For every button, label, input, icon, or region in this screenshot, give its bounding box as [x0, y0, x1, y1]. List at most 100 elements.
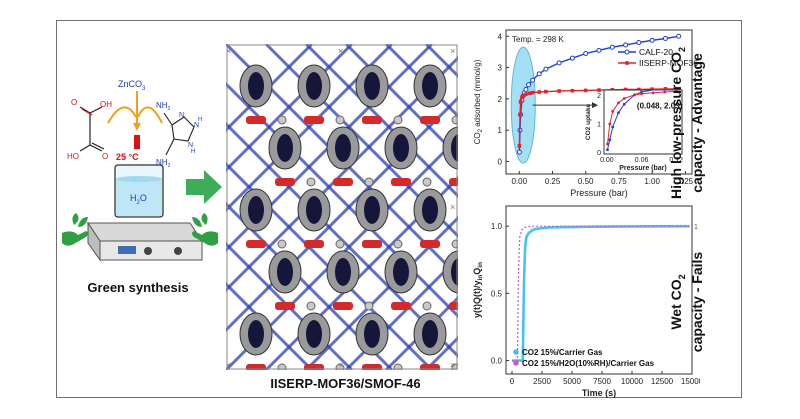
nh2-bottom-label: NH2 [156, 158, 171, 169]
zinc-node [306, 177, 316, 187]
inset-series-line-1 [607, 90, 677, 145]
oxalate-unit [391, 302, 411, 310]
pore-channel [422, 196, 438, 224]
lattice-corner-marker: × [450, 202, 455, 212]
data-point [637, 87, 641, 92]
pore-channel [393, 258, 409, 286]
zinc-node [422, 177, 432, 187]
zinc-node [393, 115, 403, 125]
x-tick-label: 0.25 [545, 177, 561, 186]
zinc-node [364, 301, 374, 311]
data-point [557, 89, 561, 93]
data-point [543, 66, 549, 72]
zinc-node [393, 239, 403, 249]
pore-channel [277, 134, 293, 162]
mof-crystal-structure: × × × × × × × × [226, 44, 458, 370]
inset-data-point [651, 91, 655, 95]
legend-label-1: CO2 15%/H2O(10%RH)/Carrier Gas [522, 359, 655, 368]
plot-area [505, 205, 693, 375]
pore-channel [248, 196, 264, 224]
y-axis-label: CO2 adsorbed (mmol/g) [473, 59, 484, 144]
y-tick-label: 0.5 [491, 289, 503, 298]
wet-co2-fails-label: Wet CO2 capacity - Fails [668, 251, 705, 353]
o-top-label: O [71, 98, 77, 107]
lattice-corner-marker: × [450, 46, 455, 56]
data-point [623, 42, 629, 48]
inset-data-point [674, 90, 678, 93]
co2-isotherm-chart: 0.00 0.25 0.50 0.75 1.00 1.25 0 1 2 3 4 Pressure (b… [473, 29, 698, 198]
data-point [623, 87, 628, 92]
oxalate-unit [246, 116, 266, 124]
lattice-strut [304, 215, 458, 370]
data-point [523, 86, 529, 92]
data-point [528, 91, 532, 96]
inset-y-axis-label: CO2 uptake [585, 104, 592, 141]
synthesis-illustration: OH O HO O ZnCO3 NH2 NH2 N N N H H 25 °C … [62, 79, 218, 262]
oxalate-unit [362, 240, 382, 248]
x-axis-label: Time (s) [582, 388, 616, 398]
data-point [570, 88, 575, 93]
pore-channel [422, 320, 438, 348]
legend-marker-1 [625, 61, 629, 65]
green-synthesis-label: Green synthesis [87, 280, 189, 295]
data-point [676, 87, 681, 91]
y-tick-label: 0.0 [491, 357, 503, 366]
data-point [537, 90, 542, 94]
inset-x-tick-label: 0.00 [600, 157, 614, 164]
oxalate-unit [420, 240, 440, 248]
low-pressure-advantage-label: High low-pressure CO2 capacity - Advanta… [668, 46, 705, 200]
aminotetrazole-molecule [163, 112, 195, 156]
ring-n1-label: N [179, 112, 184, 119]
data-point [676, 33, 682, 39]
pore-channel [335, 134, 351, 162]
data-point [597, 88, 601, 92]
data-point [609, 44, 615, 50]
zinc-node [335, 239, 345, 249]
data-point [536, 71, 542, 77]
pore-channel [451, 258, 458, 286]
data-point [521, 93, 526, 98]
pore-channel [364, 196, 380, 224]
y-tick-label: 0 [498, 157, 503, 166]
series-line-0 [512, 224, 690, 362]
pore-channel [364, 72, 380, 100]
legend-marker-1 [513, 360, 519, 366]
series-line-1 [512, 225, 690, 362]
inset-x-tick-label: 0.06 [635, 157, 649, 164]
temperature-annotation: Temp. = 298 K [512, 35, 564, 44]
inset-area [603, 89, 683, 155]
y-axis-label-part: CO [473, 132, 482, 144]
data-point [530, 90, 535, 95]
x-tick-label: 0.50 [578, 177, 594, 186]
inset-data-point [622, 97, 626, 100]
y-axis-label-sub: 2 [478, 128, 484, 132]
inset-arrow-head-icon [592, 102, 598, 109]
x-tick-label: 1.00 [644, 177, 660, 186]
lattice-corner-marker: × [226, 46, 231, 56]
y-tick-label: 4 [498, 32, 503, 41]
y-axis-label-part: y(t)Q(t)/y [472, 281, 482, 319]
y-axis-label-part: Q [472, 268, 482, 275]
mof-structure-label: IISERP-MOF36/SMOF-46 [270, 376, 421, 391]
pore-channel [277, 258, 293, 286]
legend-marker-0 [624, 49, 630, 55]
pore-channel [451, 134, 458, 162]
lattice-strut [226, 44, 394, 213]
ring-h2-label: H [191, 149, 195, 155]
data-point [516, 149, 522, 155]
data-point [526, 82, 532, 88]
oxalate-unit [333, 178, 353, 186]
data-point [569, 55, 575, 61]
lattice-corner-marker: × [338, 46, 343, 56]
oxalate-unit [246, 240, 266, 248]
inset-series-line-0 [607, 89, 677, 150]
data-point [517, 144, 522, 148]
inset-data-point [611, 125, 615, 129]
inset-data-point [640, 92, 643, 96]
data-point [583, 88, 588, 93]
hot-plate-icon [87, 221, 203, 262]
legend-label-0: CALF-20 [639, 47, 673, 57]
temperature-label: 25 °C [116, 152, 139, 162]
